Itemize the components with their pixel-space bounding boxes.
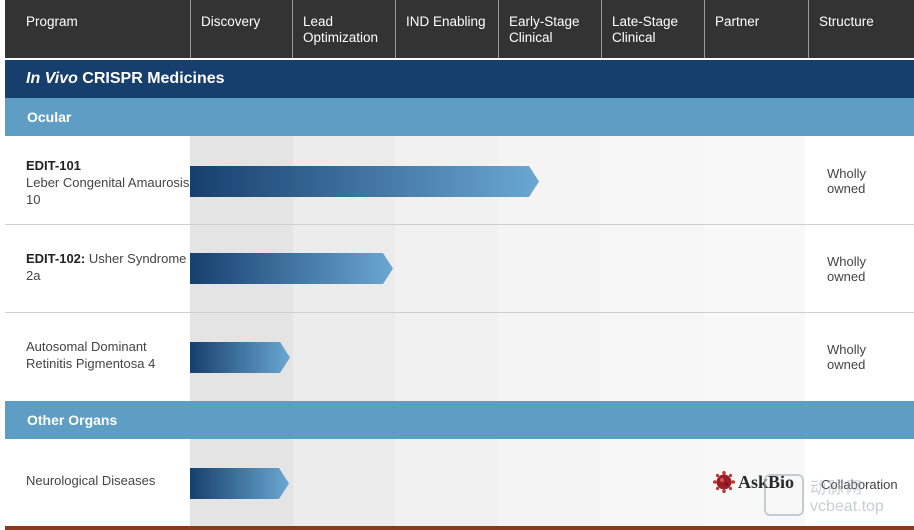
bottom-border (5, 526, 914, 530)
watermark-url: vcbeat.top (810, 498, 884, 515)
watermark-logo-icon (764, 474, 804, 516)
row-divider (5, 312, 914, 313)
stage-column (292, 313, 395, 401)
stage-column (702, 136, 805, 224)
progress-bar (190, 253, 393, 284)
header-ind-enabling: IND Enabling (395, 0, 498, 58)
program-indication: Autosomal Dominant Retinitis Pigmentosa … (26, 339, 156, 371)
stage-column (702, 225, 805, 312)
progress-bar (190, 468, 289, 499)
partner-name: AskBio (738, 471, 795, 492)
program-row: EDIT-101 Leber Congenital Amaurosis 10 W… (5, 136, 914, 224)
header-partner: Partner (704, 0, 808, 58)
stage-column (497, 439, 600, 526)
structure-value: Wholly owned (827, 342, 867, 372)
section-in-vivo-crispr: In Vivo CRISPR Medicines (5, 60, 914, 98)
stage-column (600, 225, 703, 312)
header-lead-optimization: Lead Optimization (292, 0, 395, 58)
program-name: EDIT-102: (26, 251, 86, 266)
group-other-organs: Other Organs (5, 401, 914, 439)
stage-column (497, 313, 600, 401)
structure-value: Wholly owned (827, 166, 867, 196)
watermark: 动脉网 vcbeat.top (764, 474, 884, 516)
watermark-cn: 动脉网 (810, 480, 865, 497)
program-indication: Usher Syndrome 2a (26, 251, 187, 283)
header-early-stage: Early-Stage Clinical (498, 0, 601, 58)
program-indication: Neurological Diseases (26, 473, 156, 488)
program-label: EDIT-102: Usher Syndrome 2a (26, 250, 191, 284)
partner-logo: AskBio (713, 471, 794, 493)
structure-value: Collaboration (821, 477, 898, 492)
askbio-virus-icon (713, 471, 735, 493)
stage-column (600, 136, 703, 224)
header-structure: Structure (808, 0, 914, 58)
program-label: Neurological Diseases (26, 472, 191, 489)
stage-column (600, 439, 703, 526)
progress-bar (190, 342, 290, 373)
section-title-italic: In Vivo (26, 70, 78, 87)
program-label: EDIT-101 Leber Congenital Amaurosis 10 (26, 157, 191, 208)
stage-column (292, 439, 395, 526)
header-program: Program (26, 14, 78, 29)
program-row: Neurological Diseases AskBio Collaborati… (5, 439, 914, 526)
structure-value: Wholly owned (827, 254, 867, 284)
program-label: Autosomal Dominant Retinitis Pigmentosa … (26, 338, 191, 372)
program-name: EDIT-101 (26, 158, 81, 173)
stage-column (395, 313, 498, 401)
program-row: EDIT-102: Usher Syndrome 2a Wholly owned (5, 225, 914, 312)
program-row: Autosomal Dominant Retinitis Pigmentosa … (5, 313, 914, 401)
header-discovery: Discovery (190, 0, 292, 58)
section-title-rest: CRISPR Medicines (77, 70, 225, 87)
pipeline-header: Program Discovery Lead Optimization IND … (5, 0, 914, 58)
progress-bar (190, 166, 539, 197)
stage-column (395, 225, 498, 312)
program-indication: Leber Congenital Amaurosis 10 (26, 175, 190, 207)
stage-column (702, 313, 805, 401)
stage-column (497, 225, 600, 312)
group-ocular: Ocular (5, 98, 914, 136)
header-late-stage: Late-Stage Clinical (601, 0, 704, 58)
stage-column (600, 313, 703, 401)
row-divider (5, 224, 914, 225)
stage-column (395, 439, 498, 526)
